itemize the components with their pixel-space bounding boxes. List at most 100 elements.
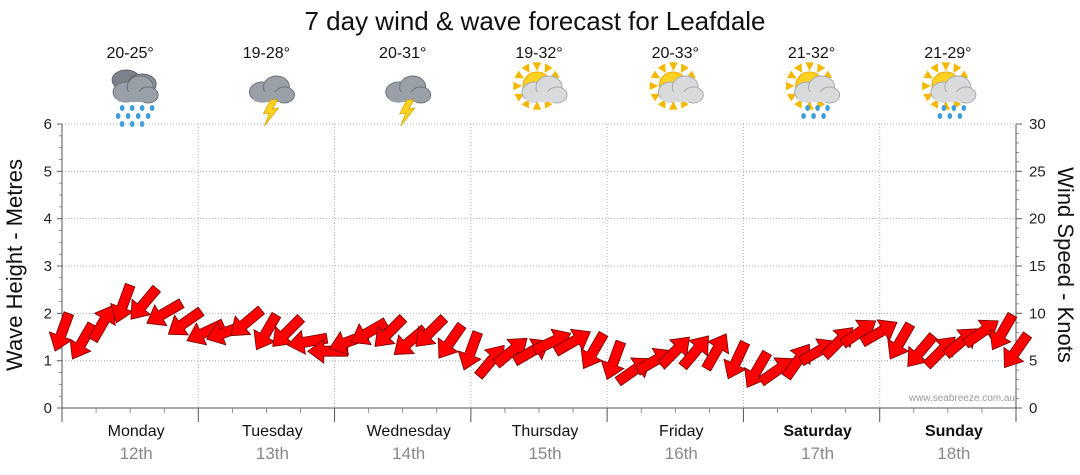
rain-drop bbox=[115, 113, 121, 119]
day-name-label: Tuesday bbox=[242, 423, 303, 440]
wind-arrow bbox=[962, 319, 999, 349]
sun-ray bbox=[785, 81, 795, 91]
sun-ray bbox=[532, 62, 542, 71]
sun-shower-icon bbox=[922, 62, 977, 119]
day-name-label: Friday bbox=[659, 423, 703, 440]
sun-ray bbox=[680, 63, 689, 74]
sun-ray bbox=[794, 63, 803, 74]
wind-arrow bbox=[374, 314, 408, 347]
temperature-label: 21-32° bbox=[788, 45, 835, 62]
wind-arrow bbox=[167, 306, 205, 336]
rain-drop bbox=[825, 105, 830, 111]
sun-ray bbox=[786, 93, 797, 102]
sun-ray bbox=[668, 62, 678, 71]
day-name-label: Sunday bbox=[925, 423, 983, 440]
rain-drop bbox=[135, 113, 141, 119]
rain-drop bbox=[937, 113, 943, 119]
wind-arrow bbox=[723, 339, 751, 380]
sun-ray bbox=[657, 63, 666, 74]
day-date-label: 15th bbox=[528, 444, 561, 463]
wind-arrow bbox=[69, 321, 98, 360]
rain-drop bbox=[139, 121, 145, 127]
wind-arrow bbox=[907, 332, 938, 368]
sun-ray bbox=[650, 93, 661, 102]
wind-arrow bbox=[600, 339, 627, 381]
cloud-base bbox=[797, 92, 838, 102]
rain-drop bbox=[129, 105, 135, 111]
day-date-label: 12th bbox=[120, 444, 153, 463]
lightning-bolt bbox=[399, 99, 416, 127]
y-axis-left-label: Wave Height - Metres bbox=[2, 159, 27, 371]
sun-ray bbox=[786, 70, 797, 79]
rain-drop bbox=[951, 105, 957, 111]
wind-arrow bbox=[130, 284, 162, 320]
cloud-base bbox=[116, 92, 157, 102]
y-left-tick-label: 4 bbox=[44, 211, 52, 228]
rain-drop bbox=[139, 105, 145, 111]
rain-drop bbox=[815, 105, 820, 111]
rain-drop bbox=[805, 105, 810, 111]
grid bbox=[62, 123, 1016, 408]
y-left-tick-label: 6 bbox=[44, 116, 52, 133]
day-name-label: Saturday bbox=[783, 423, 852, 440]
sun-ray bbox=[513, 81, 522, 91]
sun-ray bbox=[794, 98, 803, 109]
sun-ray bbox=[521, 98, 530, 109]
rain-drop bbox=[149, 105, 155, 111]
y-left-tick-label: 2 bbox=[44, 305, 52, 322]
temperature-label: 21-29° bbox=[924, 45, 971, 62]
rain-cloud-icon bbox=[111, 69, 159, 127]
partly-cloudy-icon bbox=[649, 62, 704, 110]
sun-ray bbox=[923, 70, 933, 79]
wind-arrow bbox=[415, 314, 449, 347]
sun-ray bbox=[514, 70, 525, 79]
day-date-label: 17th bbox=[801, 444, 834, 463]
day-name-label: Thursday bbox=[512, 423, 579, 440]
wind-arrow bbox=[580, 330, 609, 370]
wind-arrow bbox=[272, 314, 306, 347]
sun-shower-icon bbox=[785, 62, 841, 119]
sun-ray bbox=[544, 63, 553, 74]
rain-drop bbox=[961, 105, 967, 111]
wind-arrows bbox=[48, 282, 1033, 388]
temperature-label: 20-25° bbox=[106, 45, 153, 62]
day-date-label: 18th bbox=[937, 444, 970, 463]
rain-drop bbox=[941, 105, 947, 111]
partly-cloudy-icon bbox=[513, 62, 568, 110]
wind-arrow bbox=[437, 321, 467, 359]
day-date-label: 16th bbox=[665, 444, 698, 463]
wind-arrow bbox=[701, 333, 730, 372]
wind-arrow bbox=[146, 298, 185, 327]
rain-drop bbox=[947, 113, 953, 119]
wind-arrow bbox=[48, 311, 75, 352]
wind-arrow bbox=[657, 336, 690, 370]
wind-arrow bbox=[110, 282, 136, 324]
y-right-tick-label: 0 bbox=[1029, 400, 1037, 417]
sun-ray bbox=[521, 63, 530, 74]
cloud-base bbox=[252, 92, 293, 102]
temperature-label: 19-32° bbox=[515, 45, 562, 62]
sun-ray bbox=[657, 98, 666, 109]
y-left-tick-label: 3 bbox=[44, 258, 52, 275]
y-right-tick-label: 25 bbox=[1029, 163, 1046, 180]
cloud-base bbox=[661, 92, 702, 102]
day-name-label: Wednesday bbox=[367, 423, 451, 440]
sun-ray bbox=[532, 101, 542, 110]
y-right-tick-label: 15 bbox=[1029, 258, 1046, 275]
rain-drop bbox=[821, 113, 826, 119]
wind-arrow bbox=[1003, 331, 1033, 369]
sun-ray bbox=[805, 62, 814, 71]
y-right-tick-label: 5 bbox=[1029, 353, 1037, 370]
wind-arrow bbox=[492, 337, 528, 369]
y-left-tick-label: 1 bbox=[44, 353, 52, 370]
day-date-label: 14th bbox=[392, 444, 425, 463]
wind-arrow bbox=[859, 319, 898, 348]
sun-ray bbox=[930, 98, 939, 109]
cloud-base bbox=[388, 92, 429, 102]
thunderstorm-icon bbox=[248, 75, 295, 127]
wind-arrow bbox=[457, 330, 483, 371]
wind-arrow bbox=[678, 335, 709, 371]
sun-ray bbox=[514, 93, 525, 102]
rain-drop bbox=[957, 113, 963, 119]
